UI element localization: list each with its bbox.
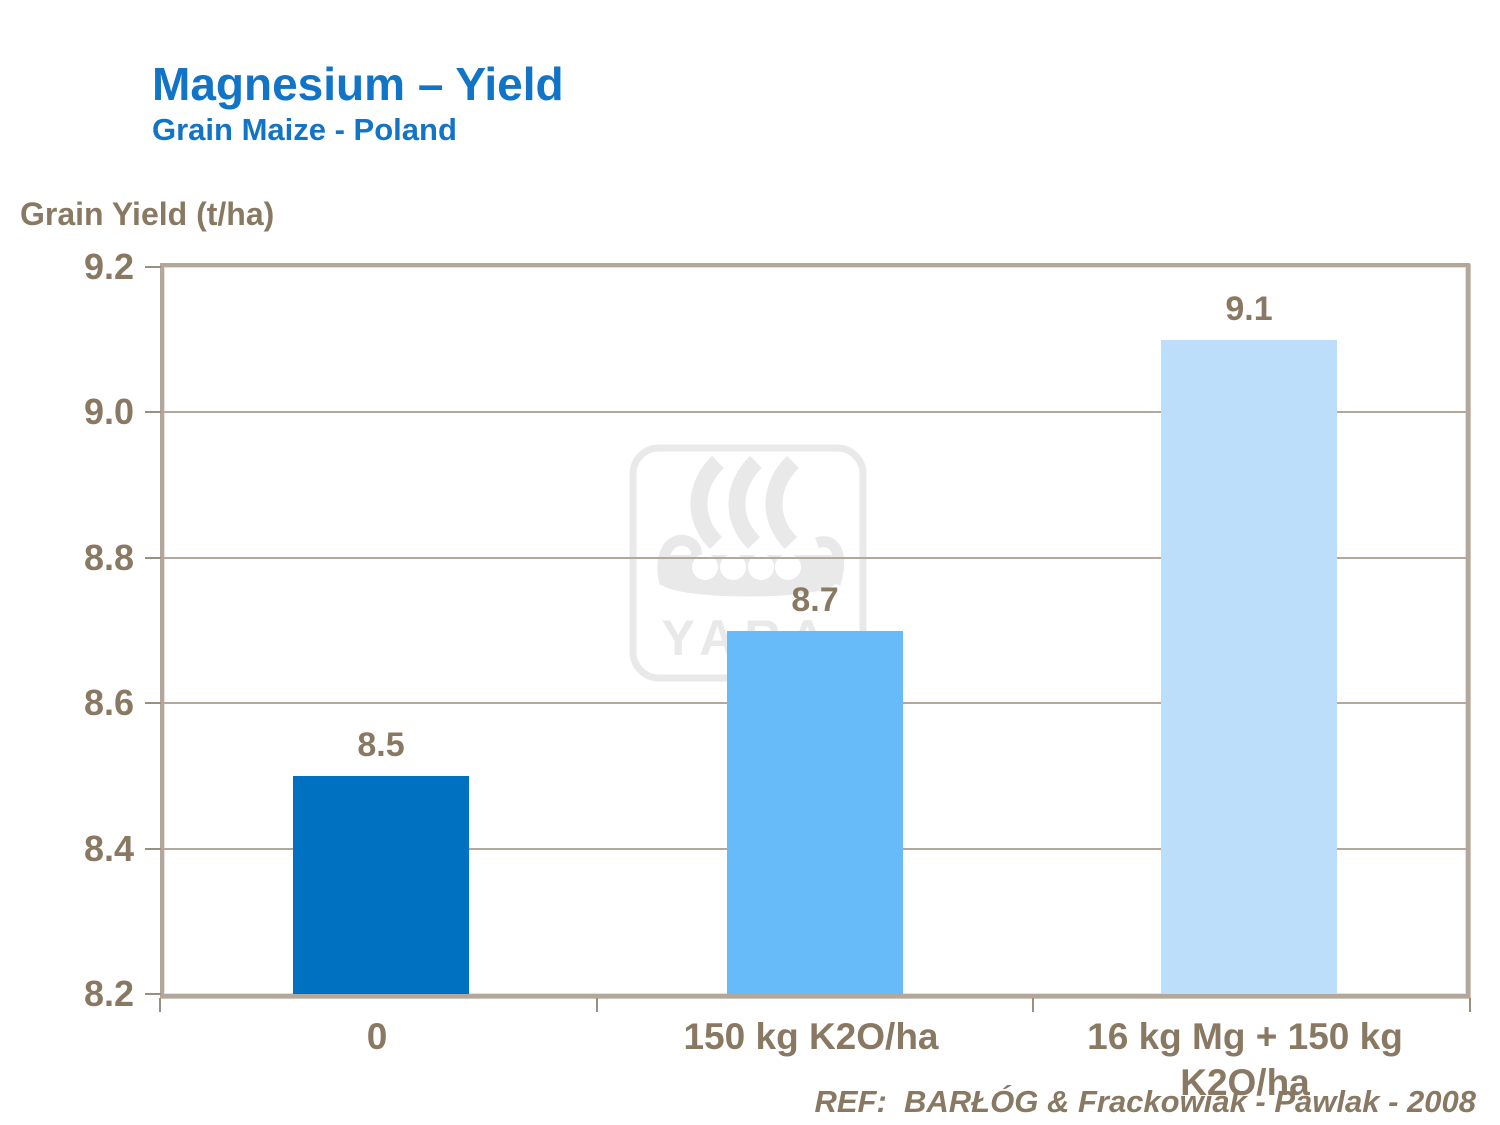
gridline	[164, 411, 1466, 414]
y-tick-label: 8.6	[83, 682, 134, 724]
x-tick-mark	[1469, 998, 1471, 1012]
y-tick-mark	[145, 993, 161, 995]
y-tick-label: 9.2	[83, 246, 134, 287]
y-tick-label: 8.2	[83, 973, 134, 1014]
y-tick-mark	[145, 702, 161, 705]
x-category-label: 16 kg Mg + 150 kg K2O/ha	[1087, 1016, 1403, 1103]
bar-value-label: 8.7	[791, 580, 839, 619]
y-tick-mark	[145, 411, 161, 414]
bar	[1161, 339, 1337, 994]
bar	[727, 630, 903, 994]
bar	[293, 775, 469, 994]
x-category-label: 0	[366, 1016, 388, 1057]
y-tick-label: 8.8	[83, 536, 134, 578]
x-tick-mark	[159, 998, 161, 1012]
y-tick-label: 8.4	[83, 827, 134, 869]
y-tick-label: 9.0	[83, 391, 134, 433]
gridline	[164, 556, 1466, 559]
x-tick-mark	[1032, 998, 1035, 1012]
x-category-label: 150 kg K2O/ha	[683, 1016, 939, 1057]
y-tick-mark	[145, 556, 161, 559]
chart-title: Magnesium – Yield	[152, 58, 564, 110]
bar-value-label: 8.5	[357, 725, 405, 764]
reference-text: REF: BARŁÓG & Frackowiak - Pawlak - 2008	[814, 1084, 1476, 1119]
y-tick-mark	[145, 847, 161, 850]
bar-value-label: 9.1	[1225, 289, 1273, 328]
y-axis-title: Grain Yield (t/ha)	[20, 196, 275, 232]
y-tick-mark	[145, 266, 161, 268]
plot-area: YARA 8.58.79.1	[160, 263, 1470, 998]
chart-subtitle: Grain Maize - Poland	[152, 112, 457, 147]
x-tick-mark	[595, 998, 598, 1012]
